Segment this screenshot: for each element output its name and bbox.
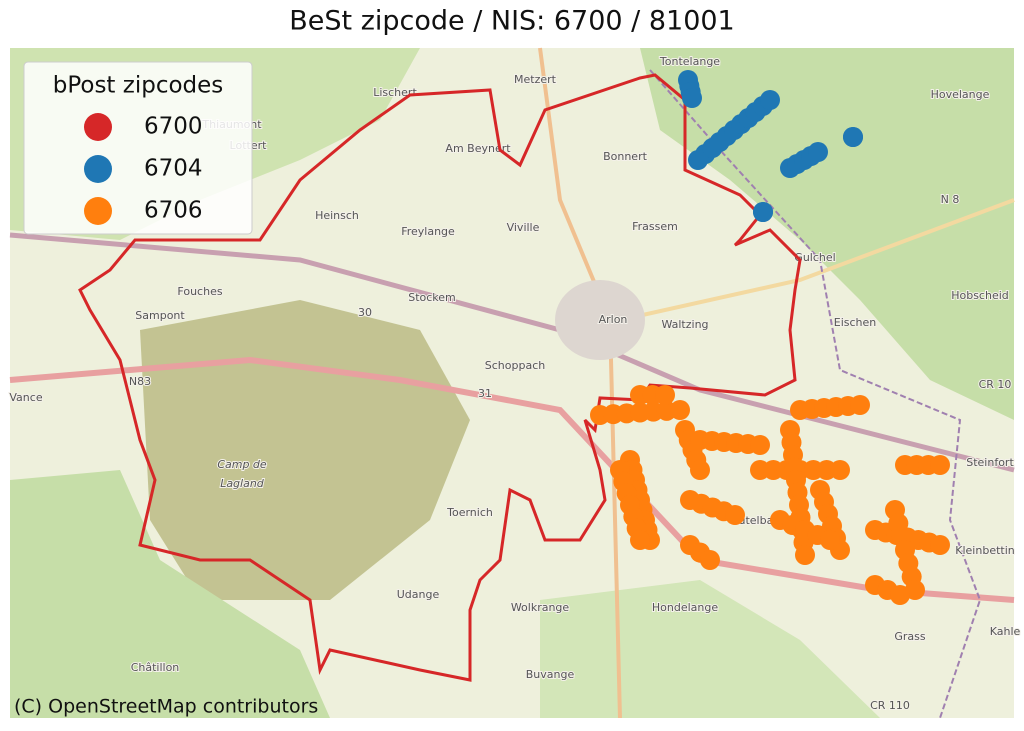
address-point xyxy=(830,460,850,480)
place-label: Hobscheid xyxy=(951,289,1009,302)
address-point xyxy=(930,535,950,555)
legend-label: 6706 xyxy=(144,198,203,224)
legend-marker xyxy=(84,155,112,183)
place-label: Schoppach xyxy=(485,359,545,372)
place-label: Stockem xyxy=(408,291,456,304)
address-point xyxy=(795,545,815,565)
place-label: Camp de xyxy=(217,458,267,471)
place-label: 31 xyxy=(478,387,492,400)
forest xyxy=(10,470,330,718)
place-label: Bonnert xyxy=(603,150,648,163)
address-point xyxy=(670,400,690,420)
place-label: Waltzing xyxy=(661,318,708,331)
place-label: Grass xyxy=(894,630,926,643)
road xyxy=(538,47,622,719)
address-point xyxy=(630,530,650,550)
legend-box xyxy=(23,61,253,235)
place-label: Kahle xyxy=(990,625,1021,638)
address-point xyxy=(930,455,950,475)
border xyxy=(649,69,982,719)
military-area xyxy=(140,300,470,600)
place-label: 30 xyxy=(358,306,372,319)
address-point xyxy=(890,585,910,605)
legend: bPost zipcodes 6700 6704 6706 xyxy=(23,61,253,235)
place-label: Heinsch xyxy=(315,209,359,222)
place-label: Tontelange xyxy=(659,55,720,68)
place-label: Châtillon xyxy=(131,661,180,674)
place-label: Metzert xyxy=(514,73,557,86)
place-label: Freylange xyxy=(401,225,455,238)
place-label: Arlon xyxy=(599,313,628,326)
place-label: Sampont xyxy=(135,309,185,322)
place-label: Am Beynert xyxy=(445,142,511,155)
place-label: Wolkrange xyxy=(511,601,570,614)
place-label: Fouches xyxy=(177,285,222,298)
zipcode-6706-points xyxy=(590,385,950,605)
place-label: CR 10 xyxy=(979,378,1012,391)
place-label: Gulchel xyxy=(794,251,835,264)
address-point xyxy=(725,505,745,525)
address-point xyxy=(820,530,840,550)
legend-marker xyxy=(84,113,112,141)
place-label: N83 xyxy=(129,375,151,388)
legend-title: bPost zipcodes xyxy=(53,73,224,99)
road xyxy=(619,198,1015,322)
place-label: Udange xyxy=(397,588,440,601)
place-label: Kleinbettin xyxy=(955,544,1014,557)
place-label: Vance xyxy=(9,391,42,404)
address-point xyxy=(843,127,863,147)
legend-label: 6704 xyxy=(144,156,203,182)
place-label: Steinfort xyxy=(966,456,1014,469)
attribution: (C) OpenStreetMap contributors xyxy=(14,696,318,718)
town xyxy=(555,280,645,360)
place-label: Lischert xyxy=(373,86,417,99)
place-label: Lagland xyxy=(220,477,265,490)
place-label: Buvange xyxy=(526,668,575,681)
address-point xyxy=(750,435,770,455)
place-label: Hovelange xyxy=(931,88,990,101)
address-point xyxy=(655,385,675,405)
address-point xyxy=(690,460,710,480)
title: BeSt zipcode / NIS: 6700 / 81001 xyxy=(289,6,734,37)
address-point xyxy=(700,550,720,570)
legend-label: 6700 xyxy=(144,114,203,140)
place-label: N 8 xyxy=(941,193,960,206)
address-point xyxy=(850,395,870,415)
zipcode-6700-boundary xyxy=(78,73,802,682)
place-label: Eischen xyxy=(834,316,877,329)
zipcode-6704-points xyxy=(678,70,863,222)
legend-items: 6700 6704 6706 xyxy=(84,113,203,225)
address-point xyxy=(760,90,780,110)
place-label: Frassem xyxy=(632,220,678,233)
legend-marker xyxy=(84,197,112,225)
forest xyxy=(540,580,880,718)
place-labels: TontelangeHovelangeMetzertLischertThiaum… xyxy=(8,54,1021,713)
place-label: Toernich xyxy=(446,506,493,519)
place-label: Hondelange xyxy=(652,601,718,614)
place-label: CR 110 xyxy=(870,699,910,712)
address-point xyxy=(753,202,773,222)
place-label: Viville xyxy=(507,221,540,234)
address-point xyxy=(808,142,828,162)
address-point xyxy=(682,88,702,108)
